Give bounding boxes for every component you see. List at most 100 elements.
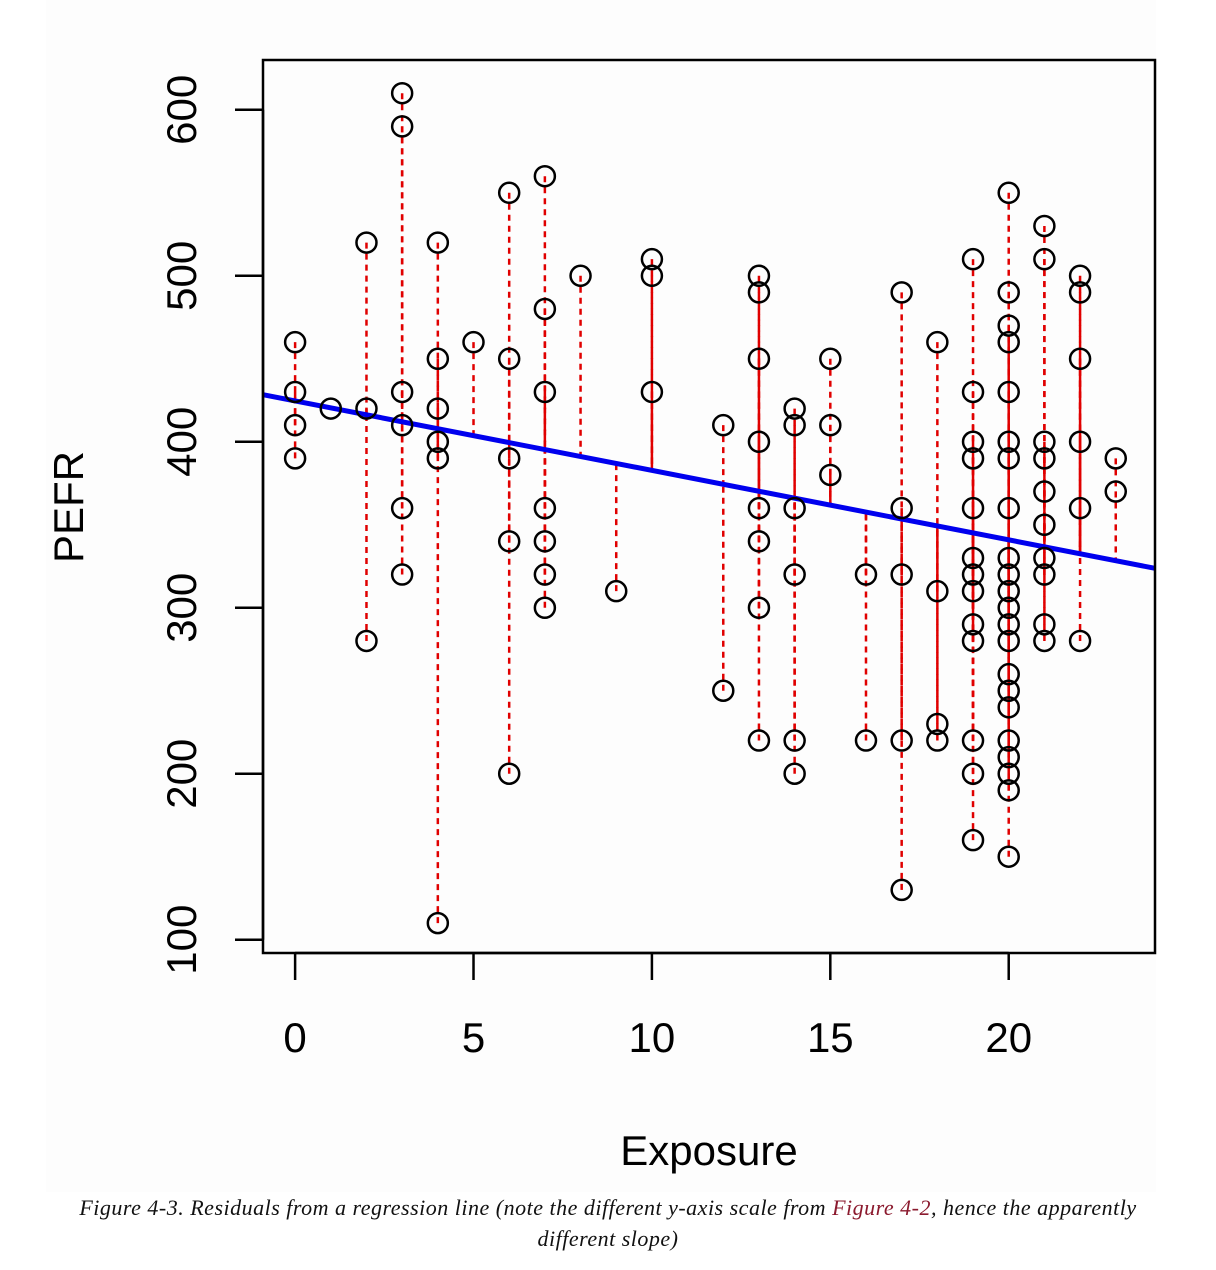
data-point xyxy=(1033,546,1056,570)
data-point xyxy=(997,563,1020,586)
data-point xyxy=(997,447,1020,470)
data-point xyxy=(961,430,985,454)
caption-suffix: , hence the apparently different slope) xyxy=(537,1195,1137,1251)
y-tick-label: 500 xyxy=(158,241,205,311)
data-point xyxy=(533,164,557,188)
figure-caption: Figure 4-3. Residuals from a regression … xyxy=(40,1192,1176,1254)
data-point xyxy=(997,779,1020,802)
data-point xyxy=(890,878,913,902)
data-point xyxy=(390,563,414,586)
figure-panel xyxy=(46,0,1156,1192)
data-point xyxy=(533,380,557,404)
data-point xyxy=(997,845,1020,868)
data-point xyxy=(1033,480,1056,503)
data-point xyxy=(997,613,1020,636)
data-point xyxy=(783,413,806,437)
residual-lines xyxy=(293,93,1118,924)
data-point xyxy=(747,530,771,553)
data-point xyxy=(997,314,1020,337)
data-point xyxy=(747,347,771,371)
data-point xyxy=(426,347,450,371)
y-axis-label: PEFR xyxy=(45,451,92,563)
data-point xyxy=(747,264,771,288)
data-point xyxy=(890,563,913,586)
data-point xyxy=(712,413,735,437)
data-point xyxy=(961,496,985,520)
data-point xyxy=(997,380,1020,404)
data-point xyxy=(533,563,557,586)
data-point xyxy=(997,662,1020,686)
x-axis: 0 5 10 15 20 xyxy=(283,951,1032,1061)
data-point xyxy=(533,297,557,321)
data-point xyxy=(783,729,806,752)
data-point xyxy=(997,762,1020,785)
data-point xyxy=(497,530,521,553)
data-point xyxy=(1104,480,1128,503)
data-point xyxy=(355,397,378,420)
x-tick-label: 5 xyxy=(462,1014,485,1061)
data-point xyxy=(961,546,985,570)
data-point xyxy=(1033,447,1056,470)
x-axis-label: Exposure xyxy=(620,1127,797,1174)
y-tick-label: 400 xyxy=(158,407,205,477)
data-point xyxy=(533,530,557,553)
y-axis: 100 200 300 400 500 600 xyxy=(158,75,265,975)
data-point xyxy=(783,563,806,586)
y-tick-label: 600 xyxy=(158,75,205,145)
data-point xyxy=(961,447,985,470)
data-point xyxy=(1033,513,1056,537)
y-tick-label: 200 xyxy=(158,739,205,809)
data-point xyxy=(1068,264,1092,288)
data-point xyxy=(961,629,985,653)
data-point xyxy=(390,380,414,404)
data-point xyxy=(747,596,771,620)
data-point xyxy=(1104,447,1128,470)
data-point xyxy=(961,579,985,603)
data-point xyxy=(1068,430,1092,454)
data-point xyxy=(890,729,913,752)
data-point xyxy=(533,496,557,520)
data-point xyxy=(747,430,771,454)
data-point xyxy=(997,596,1020,620)
data-point xyxy=(283,447,307,470)
data-point xyxy=(497,447,521,470)
data-point xyxy=(961,762,985,785)
data-point xyxy=(890,496,913,520)
data-point xyxy=(961,247,985,271)
x-tick-label: 15 xyxy=(807,1014,854,1061)
data-point xyxy=(1068,281,1092,304)
data-point xyxy=(961,380,985,404)
x-tick-label: 10 xyxy=(629,1014,676,1061)
data-point xyxy=(997,181,1020,205)
data-point xyxy=(319,397,343,420)
data-point xyxy=(747,729,771,752)
data-point xyxy=(462,330,485,354)
data-point xyxy=(604,579,628,603)
data-point xyxy=(783,762,806,785)
data-point xyxy=(283,380,307,404)
data-point xyxy=(747,496,771,520)
data-point xyxy=(390,413,414,437)
data-point xyxy=(926,712,949,736)
data-point xyxy=(854,563,878,586)
data-point xyxy=(640,380,664,404)
data-point xyxy=(961,563,985,586)
data-point xyxy=(1033,563,1056,586)
data-point xyxy=(390,81,414,105)
data-point xyxy=(283,330,307,354)
data-point xyxy=(997,330,1020,354)
data-point xyxy=(961,613,985,636)
data-point xyxy=(783,397,806,420)
data-point xyxy=(854,729,878,752)
data-point xyxy=(997,430,1020,454)
figure-link[interactable]: Figure 4-2 xyxy=(832,1195,931,1220)
data-point xyxy=(1033,430,1056,454)
data-point xyxy=(997,281,1020,304)
data-point xyxy=(1033,247,1056,271)
data-point xyxy=(890,281,913,304)
caption-prefix: Figure 4-3. Residuals from a regression … xyxy=(79,1195,833,1220)
data-point xyxy=(1068,496,1092,520)
data-point xyxy=(997,496,1020,520)
data-point xyxy=(997,546,1020,570)
data-point xyxy=(926,579,949,603)
